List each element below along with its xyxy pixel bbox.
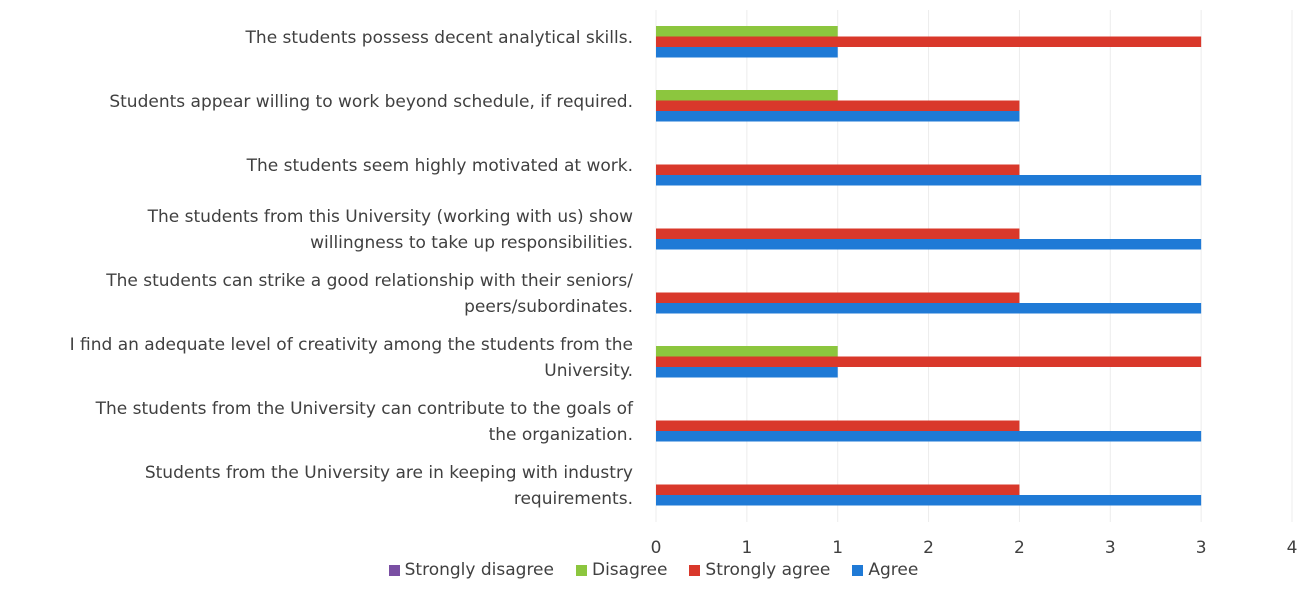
bar	[656, 47, 838, 58]
category-label: The students from the University can con…	[95, 399, 633, 445]
bar	[656, 111, 1020, 122]
legend-swatch	[388, 564, 400, 576]
category-label: The students seem highly motivated at wo…	[246, 156, 633, 176]
x-tick-label: 2	[923, 538, 934, 558]
bar	[656, 175, 1202, 186]
category-label: Students appear willing to work beyond s…	[109, 92, 633, 112]
bar	[656, 356, 1202, 367]
bar	[656, 495, 1202, 506]
bar	[656, 420, 1020, 431]
bar	[656, 90, 838, 101]
bar	[656, 367, 838, 378]
x-tick-label: 3	[1196, 538, 1207, 558]
bar	[656, 484, 1020, 495]
legend-item: Agree	[852, 560, 918, 580]
x-tick-label: 3	[1105, 538, 1116, 558]
bar	[656, 228, 1020, 239]
bar	[656, 346, 838, 357]
category-label: The students from this University (worki…	[147, 207, 633, 253]
category-label: The students can strike a good relations…	[106, 271, 633, 317]
x-tick-label: 4	[1287, 538, 1298, 558]
x-tick-label: 2	[1014, 538, 1025, 558]
legend-label: Agree	[868, 560, 919, 580]
x-tick-label: 1	[832, 538, 843, 558]
legend-label: Strongly disagree	[404, 560, 554, 580]
bar	[656, 239, 1202, 250]
legend-item: Strongly disagree	[388, 560, 554, 580]
bar	[656, 303, 1202, 314]
legend-swatch	[575, 564, 587, 576]
legend-swatch	[689, 564, 701, 576]
bar	[656, 26, 838, 37]
x-tick-label: 0	[651, 538, 662, 558]
legend-label: Strongly agree	[705, 560, 831, 580]
category-label: The students possess decent analytical s…	[245, 28, 633, 48]
legend-item: Disagree	[575, 560, 668, 580]
category-label: I find an adequate level of creativity a…	[69, 335, 633, 381]
legend-label: Disagree	[591, 560, 668, 580]
bar	[656, 292, 1020, 303]
x-tick-label: 1	[741, 538, 752, 558]
bar	[656, 431, 1202, 442]
legend-item: Strongly agree	[689, 560, 830, 580]
category-label: Students from the University are in keep…	[144, 463, 633, 509]
bar	[656, 164, 1020, 175]
legend: Strongly disagree Disagree Strongly agree A…	[0, 560, 1307, 580]
bar	[656, 100, 1020, 111]
bar	[656, 36, 1202, 47]
legend-swatch	[852, 564, 864, 576]
